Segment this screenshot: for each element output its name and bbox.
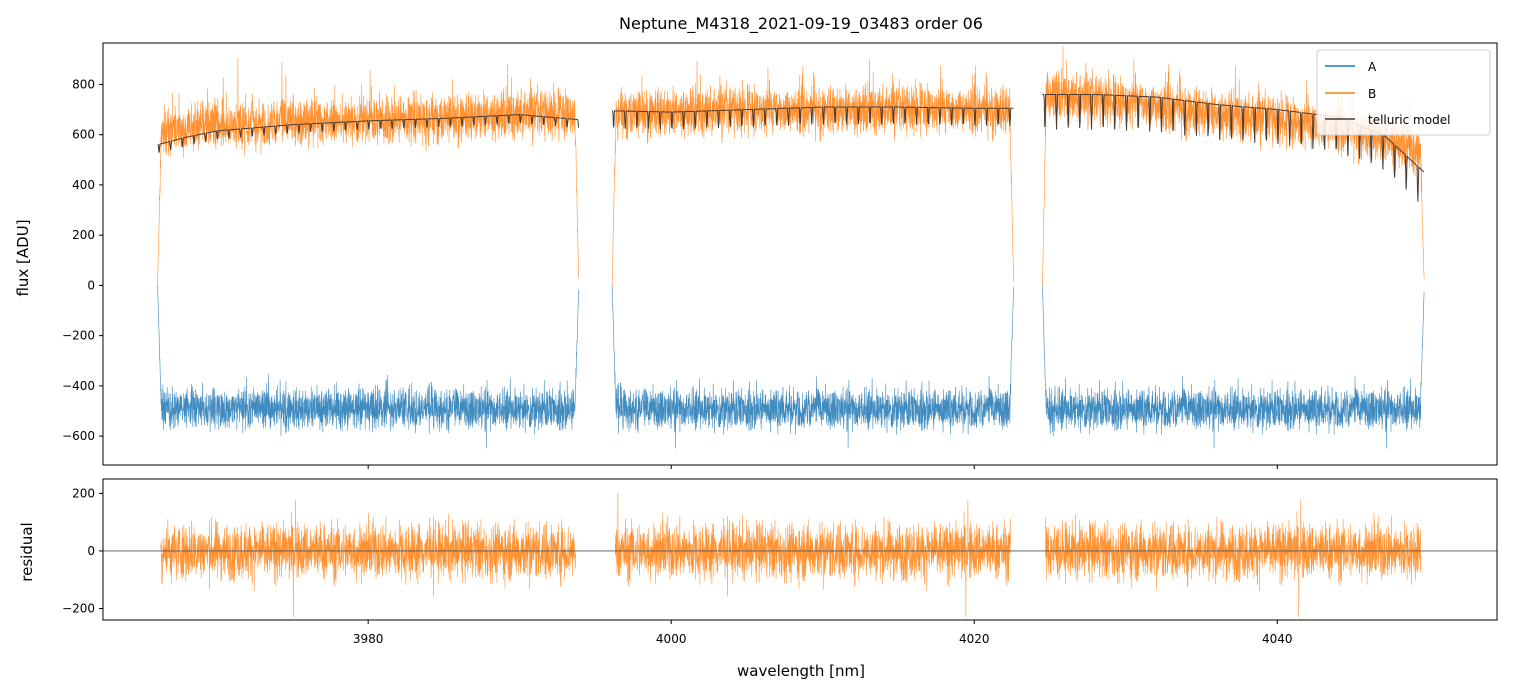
- legend: A B telluric model: [1316, 49, 1491, 136]
- legend-telluric-label: telluric model: [1368, 113, 1450, 127]
- residual-xtick-label: 4020: [959, 632, 990, 646]
- series-a-line: [611, 285, 1014, 449]
- residual-ytick-label: 0: [87, 544, 95, 558]
- main-ytick-label: 400: [72, 178, 95, 192]
- series-a-line: [1042, 285, 1425, 449]
- main-panel: −600 −400 −200 0 200 400 600 800 flux [ADU] A B…: [14, 42, 1498, 469]
- main-x-axis: [367, 465, 1278, 469]
- main-plot-area: [157, 45, 1425, 449]
- x-axis-label: wavelength [nm]: [737, 662, 865, 680]
- legend-b-label: B: [1368, 87, 1376, 101]
- main-ytick-label: 0: [87, 278, 95, 292]
- residual-line: [160, 500, 576, 618]
- residual-xtick-label: 4040: [1262, 632, 1293, 646]
- main-ytick-label: 600: [72, 128, 95, 142]
- main-axes-frame: [102, 42, 1498, 466]
- residual-plot-area: [103, 493, 1497, 618]
- telluric-model-line: [157, 114, 579, 153]
- residual-xtick-label: 4000: [656, 632, 687, 646]
- residual-xtick-label: 3980: [353, 632, 384, 646]
- residual-y-axis: −200 0 200: [62, 486, 103, 615]
- main-ytick-label: 200: [72, 228, 95, 242]
- main-ytick-label: 800: [72, 77, 95, 91]
- residual-ytick-label: 200: [72, 486, 95, 500]
- main-ytick-label: −200: [62, 329, 95, 343]
- telluric-model-line: [612, 106, 1014, 130]
- chart-title: Neptune_M4318_2021-09-19_03483 order 06: [619, 14, 983, 34]
- series-b-line: [157, 57, 579, 286]
- residual-line: [614, 493, 1011, 618]
- legend-a-label: A: [1368, 60, 1377, 74]
- residual-x-axis: 3980 4000 4020 4040: [353, 620, 1293, 646]
- series-a-line: [157, 285, 579, 449]
- residual-line: [1045, 500, 1422, 618]
- residual-panel: −200 0 200 3980 4000 4020 4040 residual wavel…: [18, 478, 1498, 680]
- main-y-axis-label: flux [ADU]: [14, 219, 32, 296]
- main-ytick-label: −400: [62, 379, 95, 393]
- residual-y-axis-label: residual: [18, 522, 36, 581]
- series-b-line: [611, 59, 1014, 286]
- main-ytick-label: −600: [62, 429, 95, 443]
- residual-axes-frame: [102, 478, 1498, 621]
- main-y-axis: −600 −400 −200 0 200 400 600 800: [62, 77, 103, 443]
- legend-box: [1316, 49, 1491, 136]
- residual-ytick-label: −200: [62, 601, 95, 615]
